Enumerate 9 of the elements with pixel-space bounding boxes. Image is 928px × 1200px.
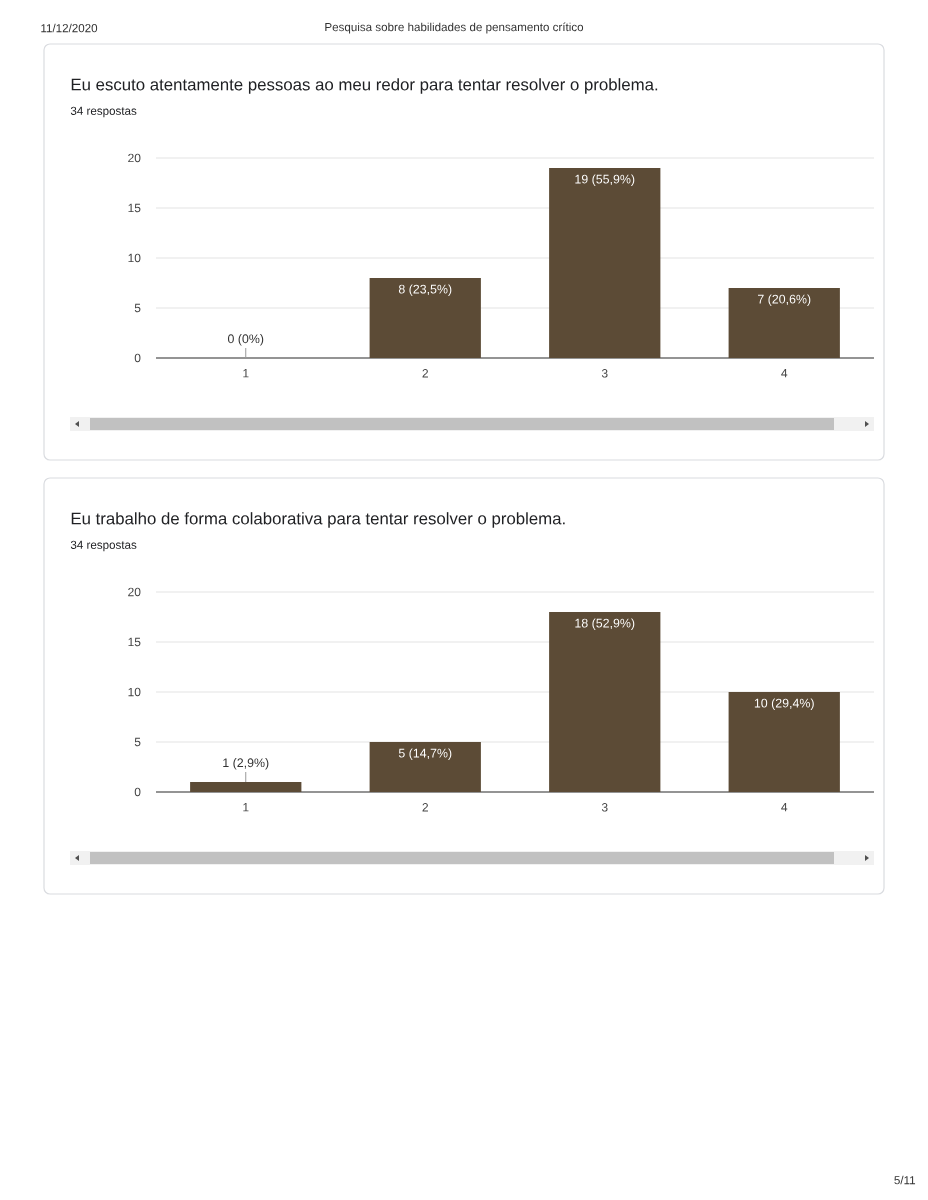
bar <box>728 287 840 358</box>
chart-title: Eu escuto atentamente pessoas ao meu redor para tentar resolver o problema. <box>71 78 658 94</box>
bar <box>369 277 481 358</box>
bar <box>190 782 302 792</box>
bar <box>369 742 481 792</box>
bar <box>728 692 840 792</box>
chart-title: Eu trabalho de forma colaborativa para tentar resolver o problema. <box>71 512 565 528</box>
bar <box>549 612 661 792</box>
bar <box>549 168 661 358</box>
